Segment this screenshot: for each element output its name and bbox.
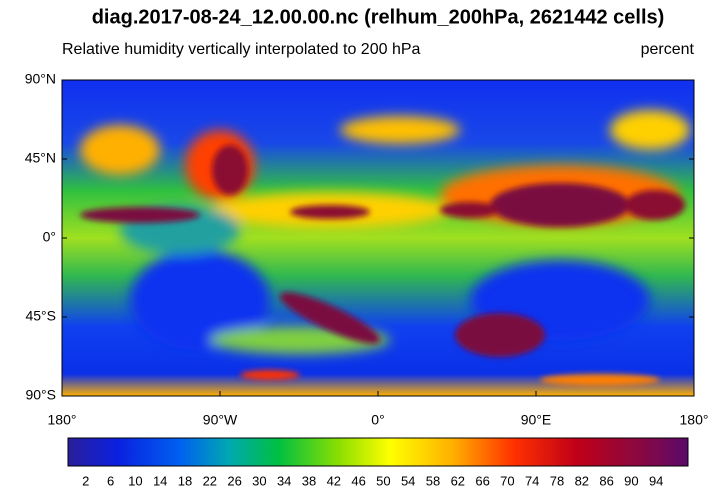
lon-labels: 180° 90°W 0° 90°E 180° — [48, 391, 709, 428]
lon-label: 0° — [371, 412, 384, 428]
lat-label: 0° — [43, 229, 56, 245]
lat-label: 90°N — [25, 71, 56, 87]
lon-label: 90°W — [203, 412, 238, 428]
title: diag.2017-08-24_12.00.00.nc (relhum_200h… — [92, 6, 665, 28]
lon-label: 180° — [48, 412, 77, 428]
colorbar-label: 66 — [475, 473, 489, 488]
colorbar-label: 78 — [550, 473, 564, 488]
colorbar-label: 14 — [153, 473, 167, 488]
colorbar-label: 82 — [575, 473, 589, 488]
lon-label: 180° — [680, 412, 709, 428]
lat-label: 45°N — [25, 150, 56, 166]
lat-labels: 90°N 45°N 0° 45°S 90°S — [25, 71, 694, 403]
colorbar-label: 22 — [203, 473, 217, 488]
colorbar-label: 18 — [178, 473, 192, 488]
colorbar-label: 34 — [277, 473, 291, 488]
colorbar — [67, 437, 689, 467]
colorbar-label: 70 — [500, 473, 514, 488]
colorbar-label: 58 — [426, 473, 440, 488]
colorbar-label: 94 — [649, 473, 663, 488]
colorbar-label: 86 — [599, 473, 613, 488]
lat-label: 90°S — [25, 387, 56, 403]
colorbar-label: 50 — [376, 473, 390, 488]
lat-label: 45°S — [25, 308, 56, 324]
colorbar-label: 54 — [401, 473, 415, 488]
colorbar-label: 62 — [451, 473, 465, 488]
colorbar-label: 10 — [128, 473, 142, 488]
colorbar-label: 42 — [327, 473, 341, 488]
colorbar-label: 46 — [351, 473, 365, 488]
colorbar-label: 30 — [252, 473, 266, 488]
subtitle: Relative humidity vertically interpolate… — [62, 41, 421, 58]
colorbar-label: 6 — [107, 473, 114, 488]
colorbar-label: 26 — [227, 473, 241, 488]
colorbar-label: 74 — [525, 473, 539, 488]
units: percent — [641, 41, 695, 58]
colorbar-label: 90 — [624, 473, 638, 488]
field — [62, 80, 694, 396]
colorbar-label: 2 — [82, 473, 89, 488]
colorbar-label: 38 — [302, 473, 316, 488]
lon-label: 90°E — [521, 412, 552, 428]
colorbar-labels: 2 6 10 14 18 22 26 30 34 38 42 46 50 54 58 62 66 70 74 78 82… — [82, 473, 663, 488]
